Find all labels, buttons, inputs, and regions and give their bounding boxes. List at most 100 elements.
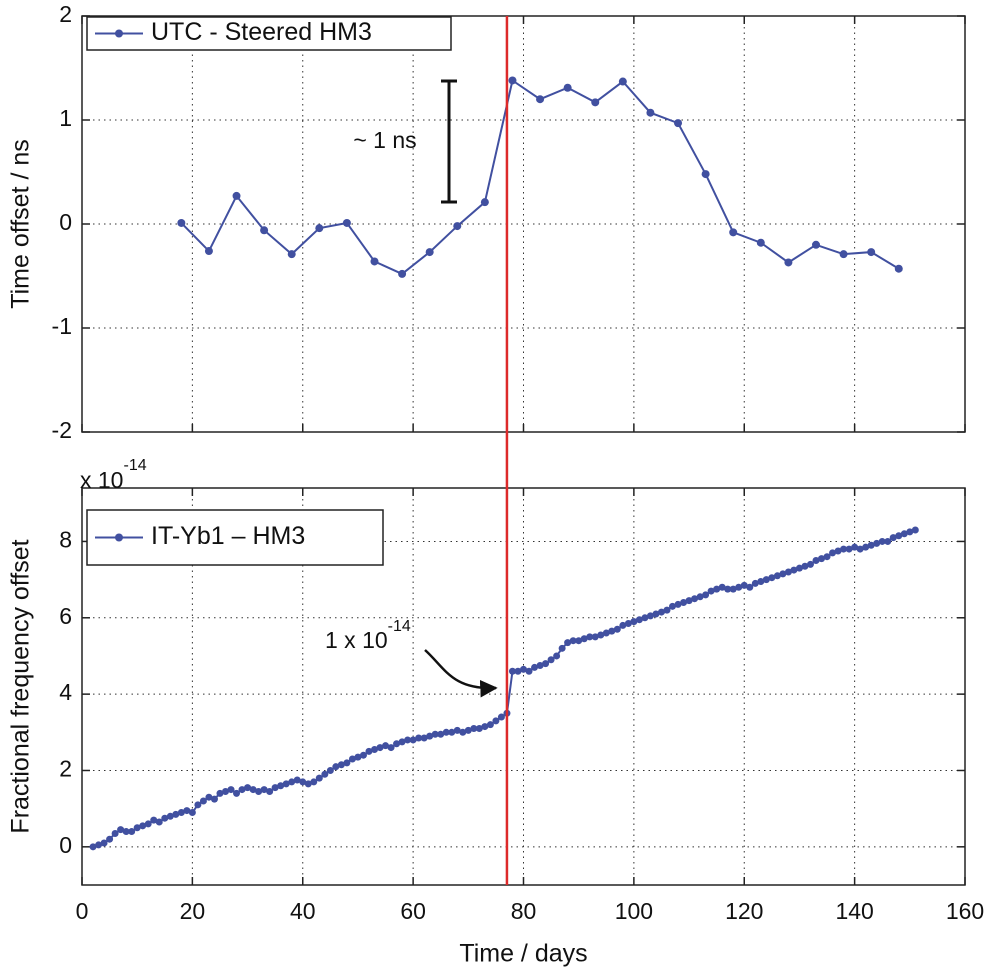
data-point <box>315 774 323 782</box>
data-point <box>531 663 539 671</box>
data-point <box>812 557 820 565</box>
data-point <box>172 810 180 818</box>
data-point <box>376 744 384 752</box>
data-point <box>315 224 324 233</box>
annotation: 1 x 10-14 <box>325 618 411 653</box>
data-point <box>210 795 218 803</box>
data-point <box>889 534 897 542</box>
data-point <box>646 612 654 620</box>
data-point <box>867 248 876 257</box>
data-point <box>762 576 770 584</box>
x-tick-label: 0 <box>76 898 89 924</box>
data-point <box>304 780 312 788</box>
data-point <box>773 572 781 580</box>
data-point <box>900 530 908 538</box>
data-point <box>514 667 522 675</box>
data-point <box>287 250 296 259</box>
data-point <box>818 555 826 563</box>
data-point <box>558 644 566 652</box>
data-point <box>139 822 147 830</box>
data-point <box>525 667 533 675</box>
y-tick-label: 2 <box>59 756 72 782</box>
data-point <box>829 549 837 557</box>
data-point <box>635 616 643 624</box>
data-point <box>343 759 351 767</box>
data-point <box>453 726 461 734</box>
y-tick-label: 1 <box>59 105 72 131</box>
data-point <box>122 828 130 836</box>
data-point <box>586 633 594 641</box>
y-tick-label: -2 <box>52 417 72 443</box>
data-point <box>492 717 500 725</box>
data-point <box>613 625 621 633</box>
legend-label: UTC - Steered HM3 <box>151 18 372 46</box>
data-point <box>862 543 870 551</box>
x-tick-label: 20 <box>180 898 206 924</box>
y-axis-label: Time offset / ns <box>7 139 35 309</box>
data-point <box>878 537 886 545</box>
data-point <box>221 787 229 795</box>
data-point <box>575 637 583 645</box>
multiplier-base: x 10 <box>80 467 123 493</box>
data-point <box>227 786 235 794</box>
data-point <box>823 553 831 561</box>
data-point <box>811 240 820 249</box>
data-point <box>845 545 853 553</box>
data-point <box>768 574 776 582</box>
data-point <box>486 721 494 729</box>
data-point <box>409 736 417 744</box>
y-tick-label: -1 <box>52 313 72 339</box>
data-point <box>591 633 599 641</box>
data-point <box>641 614 649 622</box>
data-point <box>415 734 423 742</box>
x-tick-label: 80 <box>511 898 537 924</box>
data-point <box>155 818 163 826</box>
data-point <box>299 778 307 786</box>
data-point <box>271 784 279 792</box>
x-tick-label: 40 <box>290 898 316 924</box>
bracket <box>441 79 457 204</box>
data-point <box>359 751 367 759</box>
data-point <box>348 755 356 763</box>
data-point <box>161 814 169 822</box>
data-point <box>707 587 715 595</box>
data-point <box>669 602 677 610</box>
data-point <box>244 784 252 792</box>
data-point <box>508 76 517 85</box>
data-point <box>536 662 544 670</box>
data-point <box>398 269 407 278</box>
annotation-base: 1 x 10 <box>325 627 388 653</box>
data-point <box>884 537 892 545</box>
data-point <box>757 578 765 586</box>
data-point <box>691 595 699 603</box>
data-point <box>100 839 108 847</box>
data-point <box>597 631 605 639</box>
data-point <box>619 621 627 629</box>
data-point <box>183 807 191 815</box>
data-point <box>337 761 345 769</box>
data-point <box>249 786 257 794</box>
y-tick-label: 0 <box>59 209 72 235</box>
data-point <box>713 585 721 593</box>
data-point <box>696 593 704 601</box>
data-point <box>784 258 793 267</box>
data-point <box>756 238 765 247</box>
data-point <box>702 591 710 599</box>
data-point <box>194 801 202 809</box>
plot-frame <box>81 487 966 886</box>
data-point <box>508 667 516 675</box>
data-point <box>232 191 241 200</box>
data-point <box>382 742 390 750</box>
data-point <box>277 782 285 790</box>
data-point <box>128 828 136 836</box>
y-tick-label: 2 <box>59 1 72 27</box>
data-point <box>652 610 660 618</box>
data-point <box>260 786 268 794</box>
data-point <box>867 541 875 549</box>
data-point <box>729 228 738 237</box>
data-point <box>398 738 406 746</box>
y-tick-label: 4 <box>59 679 72 705</box>
x-tick-label: 120 <box>725 898 763 924</box>
data-point <box>840 545 848 553</box>
